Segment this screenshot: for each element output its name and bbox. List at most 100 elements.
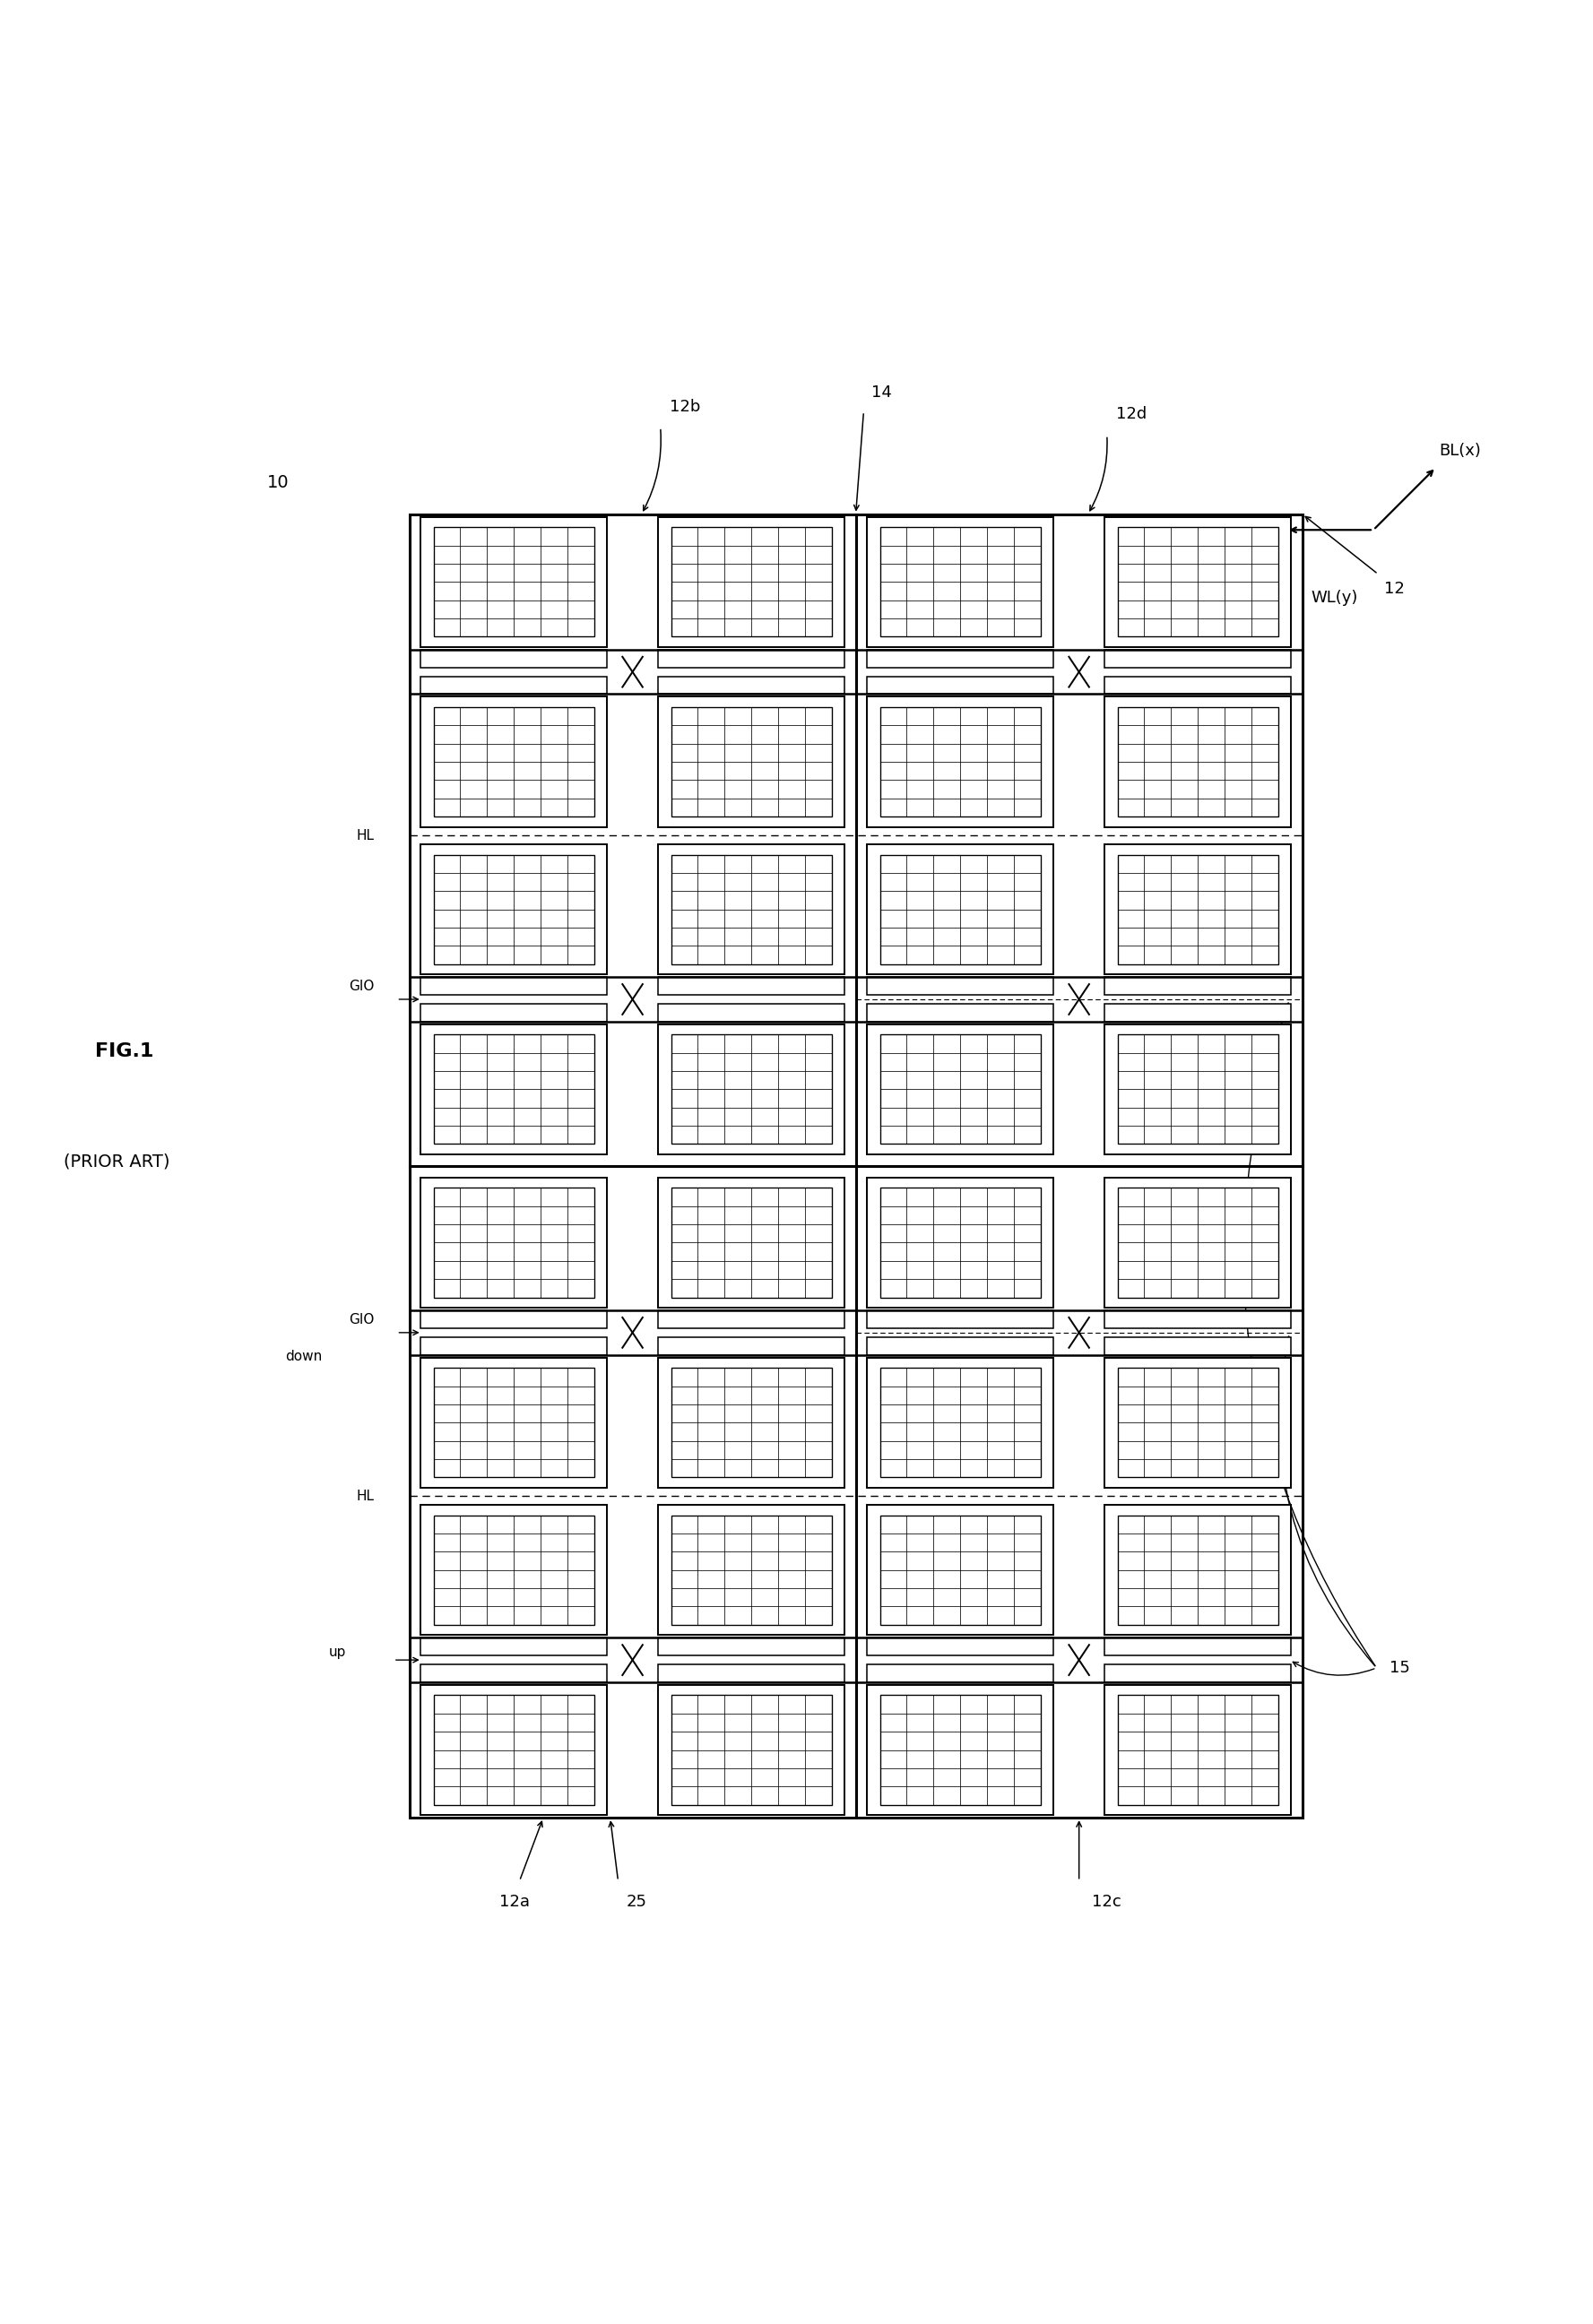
Bar xyxy=(867,844,1053,974)
Bar xyxy=(433,1369,594,1478)
Text: 14: 14 xyxy=(871,383,892,400)
Text: (PRIOR ART): (PRIOR ART) xyxy=(64,1153,170,1171)
Text: GIO: GIO xyxy=(349,981,374,992)
Bar xyxy=(421,676,607,695)
Bar xyxy=(1104,1357,1290,1487)
Bar xyxy=(421,1004,607,1023)
Bar xyxy=(1104,1004,1290,1023)
Text: BL(x): BL(x) xyxy=(1438,442,1480,458)
Bar xyxy=(658,1311,844,1329)
Bar xyxy=(409,514,1301,1817)
Text: GIO: GIO xyxy=(349,1313,374,1327)
Bar xyxy=(1104,1336,1290,1355)
Bar xyxy=(1118,1034,1278,1143)
Bar xyxy=(867,1506,1053,1636)
Bar xyxy=(421,1506,607,1636)
Bar xyxy=(421,1685,607,1815)
Bar xyxy=(1104,976,1290,995)
Text: HL: HL xyxy=(357,830,374,841)
Bar xyxy=(879,855,1040,964)
Bar xyxy=(867,1336,1053,1355)
Bar xyxy=(879,1369,1040,1478)
Bar xyxy=(671,1188,832,1297)
Bar xyxy=(433,1034,594,1143)
Bar xyxy=(658,1004,844,1023)
Bar xyxy=(421,697,607,827)
Bar xyxy=(1118,855,1278,964)
Bar xyxy=(867,1638,1053,1655)
Bar xyxy=(1104,1178,1290,1308)
Bar xyxy=(421,651,607,667)
Text: 12d: 12d xyxy=(1117,407,1147,423)
Bar xyxy=(1118,706,1278,816)
Bar xyxy=(867,976,1053,995)
Bar xyxy=(867,1664,1053,1683)
Bar xyxy=(658,976,844,995)
Bar xyxy=(1104,1025,1290,1155)
Bar xyxy=(421,844,607,974)
Bar xyxy=(879,1188,1040,1297)
Text: 10: 10 xyxy=(268,474,288,490)
Bar xyxy=(433,855,594,964)
Text: up: up xyxy=(328,1645,346,1659)
Bar xyxy=(671,1694,832,1806)
Bar xyxy=(867,1357,1053,1487)
Bar xyxy=(867,1178,1053,1308)
Text: 15: 15 xyxy=(1389,1659,1410,1676)
Bar xyxy=(671,528,832,637)
Bar xyxy=(658,1025,844,1155)
Bar xyxy=(671,1369,832,1478)
Bar xyxy=(867,651,1053,667)
Text: WL(y): WL(y) xyxy=(1311,590,1357,607)
Bar xyxy=(1104,844,1290,974)
Bar xyxy=(421,1336,607,1355)
Bar xyxy=(867,1025,1053,1155)
Bar xyxy=(1118,1694,1278,1806)
Bar xyxy=(867,1004,1053,1023)
Bar xyxy=(433,1515,594,1624)
Bar xyxy=(421,1664,607,1683)
Text: 12a: 12a xyxy=(500,1894,530,1910)
Text: 25: 25 xyxy=(626,1894,647,1910)
Bar xyxy=(1118,1188,1278,1297)
Bar xyxy=(1104,697,1290,827)
Bar xyxy=(658,676,844,695)
Bar xyxy=(433,1188,594,1297)
Bar xyxy=(1104,516,1290,646)
Bar xyxy=(658,1336,844,1355)
Bar xyxy=(658,516,844,646)
Bar xyxy=(1104,1685,1290,1815)
Bar xyxy=(433,1694,594,1806)
Bar xyxy=(433,528,594,637)
Bar xyxy=(421,976,607,995)
Bar xyxy=(879,1034,1040,1143)
Bar xyxy=(421,1357,607,1487)
Bar xyxy=(1104,1664,1290,1683)
Bar xyxy=(1104,676,1290,695)
Bar xyxy=(421,1638,607,1655)
Text: 12: 12 xyxy=(1384,581,1405,597)
Bar xyxy=(421,1311,607,1329)
Bar xyxy=(658,1664,844,1683)
Bar xyxy=(658,844,844,974)
Bar xyxy=(421,1178,607,1308)
Bar xyxy=(867,697,1053,827)
Text: 12b: 12b xyxy=(671,397,701,414)
Bar xyxy=(879,1694,1040,1806)
Text: FIG.1: FIG.1 xyxy=(96,1043,155,1060)
Bar xyxy=(421,516,607,646)
Text: 15: 15 xyxy=(464,1287,479,1301)
Bar xyxy=(433,706,594,816)
Bar xyxy=(658,1357,844,1487)
Bar xyxy=(879,528,1040,637)
Bar xyxy=(658,1638,844,1655)
Bar xyxy=(658,1685,844,1815)
Bar xyxy=(867,516,1053,646)
Bar xyxy=(421,1025,607,1155)
Text: HL: HL xyxy=(357,1490,374,1504)
Bar xyxy=(867,1685,1053,1815)
Bar xyxy=(879,706,1040,816)
Bar xyxy=(658,697,844,827)
Bar xyxy=(1104,1506,1290,1636)
Bar xyxy=(1118,1369,1278,1478)
